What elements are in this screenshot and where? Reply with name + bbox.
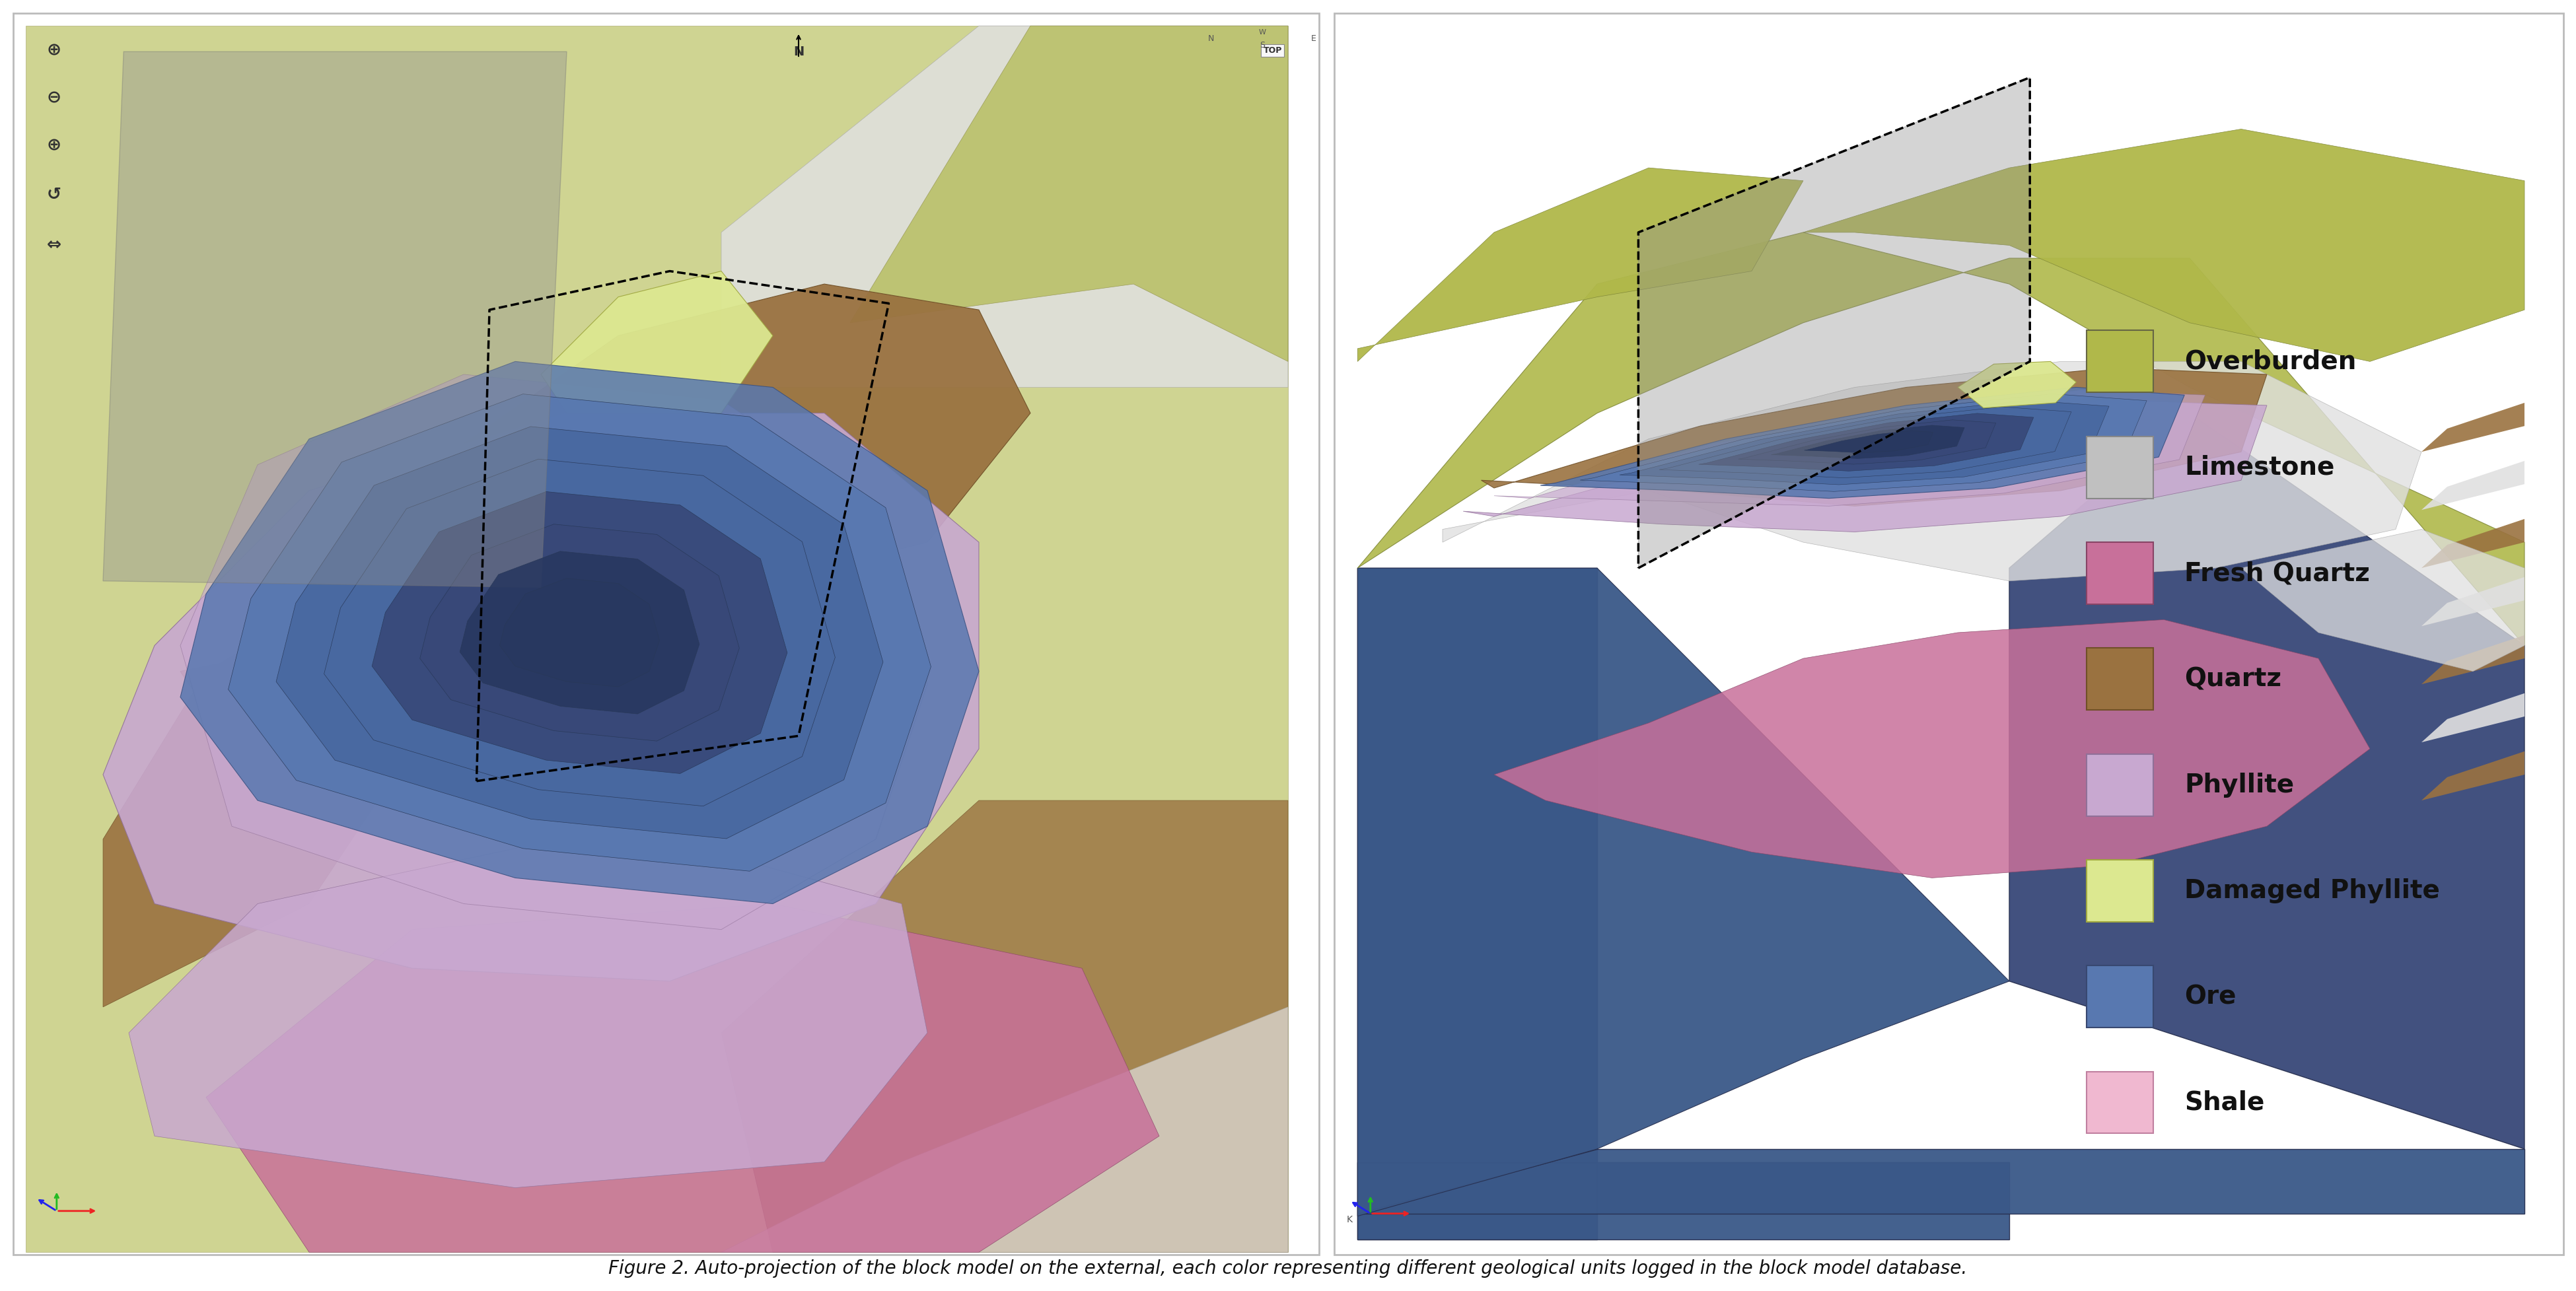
- Text: Ore: Ore: [2184, 984, 2236, 1010]
- Text: N: N: [793, 45, 804, 58]
- Polygon shape: [1638, 77, 2030, 568]
- Polygon shape: [1494, 620, 2370, 878]
- Text: ⊕: ⊕: [46, 41, 62, 59]
- Polygon shape: [1481, 368, 2267, 506]
- Bar: [2087, 648, 2154, 710]
- Polygon shape: [2421, 577, 2524, 626]
- Polygon shape: [1659, 407, 2071, 478]
- Polygon shape: [2421, 403, 2524, 452]
- Text: Figure 2. Auto-projection of the block model on the external, each color represe: Figure 2. Auto-projection of the block m…: [608, 1260, 1968, 1278]
- Bar: [2087, 754, 2154, 816]
- Polygon shape: [1579, 394, 2146, 492]
- Polygon shape: [1358, 232, 2524, 646]
- Polygon shape: [2421, 751, 2524, 800]
- Text: Overburden: Overburden: [2184, 349, 2357, 374]
- Polygon shape: [1803, 431, 1932, 453]
- Polygon shape: [1494, 390, 2205, 506]
- Bar: [13, 13, 1319, 1255]
- Bar: [2087, 860, 2154, 922]
- Polygon shape: [1443, 361, 2421, 581]
- Polygon shape: [2009, 413, 2524, 1149]
- Polygon shape: [2421, 635, 2524, 684]
- Polygon shape: [229, 394, 930, 871]
- Polygon shape: [2421, 461, 2524, 510]
- Polygon shape: [2241, 529, 2524, 671]
- Polygon shape: [1620, 400, 2110, 484]
- Text: TOP: TOP: [1262, 46, 1283, 54]
- Polygon shape: [1739, 420, 1996, 465]
- Polygon shape: [1358, 568, 2009, 1216]
- Bar: [2087, 966, 2154, 1028]
- Polygon shape: [500, 578, 659, 687]
- Text: N: N: [1208, 35, 1213, 43]
- Polygon shape: [2421, 519, 2524, 568]
- Polygon shape: [420, 524, 739, 741]
- Polygon shape: [276, 426, 884, 839]
- Text: E: E: [1311, 35, 1316, 43]
- Polygon shape: [103, 52, 567, 587]
- Polygon shape: [2421, 693, 2524, 742]
- Text: Limestone: Limestone: [2184, 454, 2334, 480]
- Polygon shape: [1463, 400, 2267, 532]
- Polygon shape: [180, 374, 927, 930]
- Polygon shape: [850, 26, 1288, 361]
- Polygon shape: [325, 460, 835, 806]
- Polygon shape: [1698, 413, 2032, 471]
- Polygon shape: [541, 271, 773, 413]
- Polygon shape: [180, 284, 1030, 710]
- Polygon shape: [1358, 1162, 2009, 1239]
- Polygon shape: [1958, 361, 2076, 408]
- Polygon shape: [1803, 129, 2524, 361]
- Text: ↺: ↺: [46, 186, 62, 204]
- Polygon shape: [371, 492, 788, 773]
- Polygon shape: [721, 26, 1288, 387]
- Text: ⊕: ⊕: [46, 137, 62, 155]
- Text: Shale: Shale: [2184, 1090, 2264, 1115]
- Bar: [2087, 436, 2154, 498]
- Polygon shape: [459, 551, 701, 714]
- Polygon shape: [721, 1007, 1288, 1252]
- Polygon shape: [1358, 1149, 2524, 1214]
- Polygon shape: [1772, 425, 1965, 458]
- Polygon shape: [206, 904, 1159, 1252]
- Polygon shape: [103, 581, 464, 1007]
- Polygon shape: [180, 361, 979, 904]
- Polygon shape: [1358, 568, 1597, 1239]
- Text: S: S: [1260, 41, 1265, 49]
- Bar: [2087, 1072, 2154, 1133]
- Text: ⇔: ⇔: [46, 236, 62, 254]
- Text: Fresh Quartz: Fresh Quartz: [2184, 560, 2370, 586]
- Polygon shape: [1358, 168, 1803, 361]
- Bar: [1334, 13, 2563, 1255]
- Text: Quartz: Quartz: [2184, 666, 2282, 692]
- Polygon shape: [721, 800, 1288, 1252]
- Bar: [2087, 330, 2154, 392]
- Polygon shape: [26, 26, 1288, 1252]
- Bar: [2087, 542, 2154, 604]
- Text: W: W: [1260, 28, 1265, 36]
- Text: K: K: [1347, 1215, 1352, 1225]
- Polygon shape: [129, 826, 927, 1188]
- Polygon shape: [1540, 387, 2184, 498]
- Polygon shape: [103, 413, 979, 981]
- Text: Phyllite: Phyllite: [2184, 772, 2295, 798]
- Text: ⊖: ⊖: [46, 89, 62, 107]
- Text: Damaged Phyllite: Damaged Phyllite: [2184, 878, 2439, 904]
